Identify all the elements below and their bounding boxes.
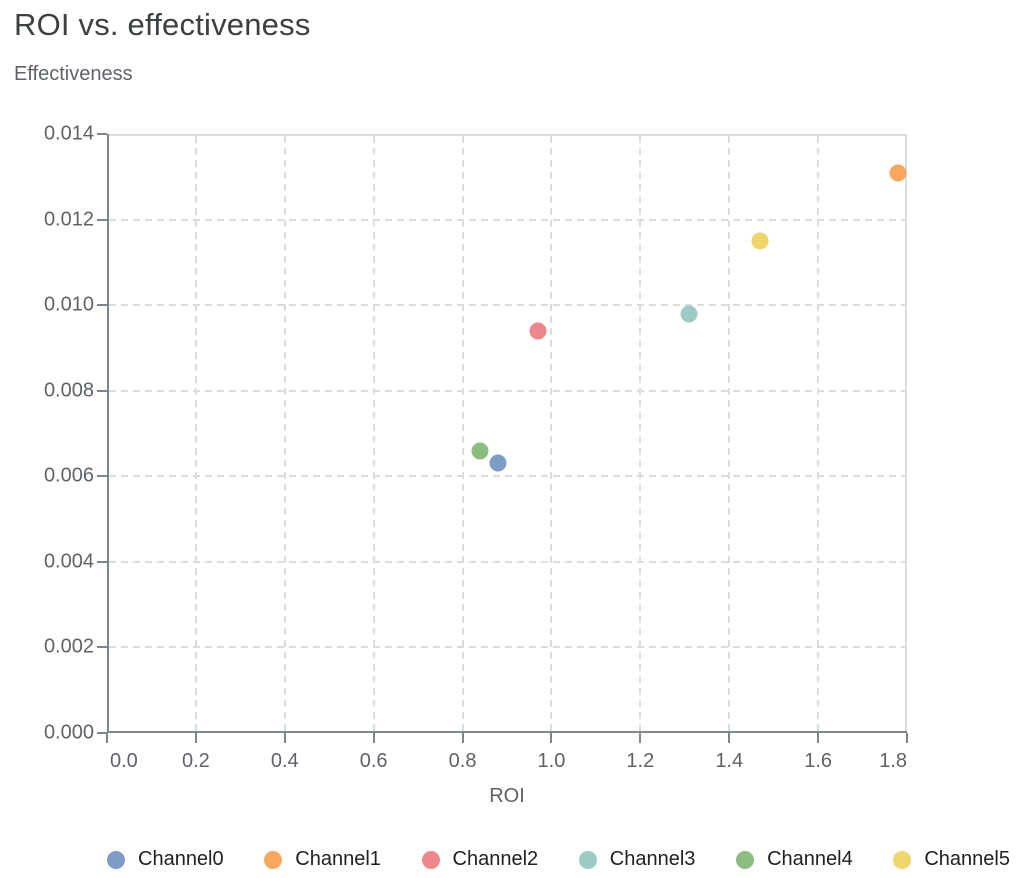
y-tick-label: 0.004 [43,550,94,573]
x-axis-tick [817,733,820,743]
y-gridline [109,560,905,563]
y-tick-label: 0.000 [43,721,94,744]
legend-swatch-icon [578,850,597,869]
y-gridline [109,218,905,221]
x-tick-label: 1.4 [715,750,744,772]
legend-swatch-icon [107,850,125,869]
x-tick-label: 1.2 [626,750,655,772]
legend-label: Channel0 [138,848,224,870]
y-axis-tick [97,304,107,307]
y-tick-label: 0.002 [43,635,94,658]
x-tick-label: 1.8 [879,750,907,772]
plot-area: ROI 0.0 0.2 0.4 0.6 0.8 1.0 1.2 1.4 1.6 1.8 0.000 0… [44,123,908,807]
x-gridline [194,136,197,731]
legend-item-channel3[interactable]: Channel3 [578,848,696,871]
legend-item-channel2[interactable]: Channel2 [421,848,539,871]
legend-item-channel1[interactable]: Channel1 [264,848,381,871]
y-gridline [109,389,905,392]
y-axis-tick [97,389,107,392]
y-gridline [109,475,905,478]
data-point-channel4[interactable] [471,442,489,460]
x-tick-label: 0.4 [270,750,299,772]
x-axis-tick [639,733,642,743]
y-axis-tick [97,475,107,478]
data-point-channel5[interactable] [751,232,769,250]
y-axis-tick [97,732,107,734]
x-axis-tick [372,733,375,743]
y-axis-tick [97,218,107,221]
legend-label: Channel4 [767,848,853,870]
x-axis-tick [194,733,197,743]
legend-swatch-icon [421,850,440,869]
x-tick-label: 0.2 [181,750,210,772]
plot-border-right [905,134,907,733]
y-axis-tick [97,133,107,135]
data-point-channel3[interactable] [680,305,698,323]
legend-item-channel5[interactable]: Channel5 [893,848,1010,871]
y-tick-label: 0.006 [43,464,94,487]
x-gridline [728,136,731,731]
x-gridline [283,136,286,731]
x-axis-tick [728,733,731,743]
x-axis-tick [106,733,108,743]
x-tick-label: 0.8 [448,750,477,772]
y-axis-tick [97,646,107,649]
legend-item-channel4[interactable]: Channel4 [736,848,853,871]
legend-label: Channel2 [452,848,539,870]
data-point-channel2[interactable] [529,322,547,340]
y-axis-tick [97,560,107,563]
legend-swatch-icon [893,850,912,869]
x-axis-line [107,731,907,733]
y-tick-label: 0.012 [43,208,94,231]
legend-swatch-icon [264,850,283,869]
data-point-channel0[interactable] [489,454,507,472]
x-tick-label: 1.0 [537,750,566,772]
x-axis-title: ROI [489,785,525,807]
y-tick-label: 0.014 [43,122,94,145]
legend: Channel0 Channel1 Channel2 Channel3 Channel4… [107,848,1010,871]
plot-border-top [107,134,907,136]
x-axis-tick [283,733,286,743]
data-point-channel1[interactable] [889,164,907,181]
y-tick-label: 0.010 [43,293,94,316]
legend-label: Channel3 [609,848,696,870]
legend-swatch-icon [736,850,755,869]
y-axis-title: Effectiveness [14,63,133,85]
x-gridline [639,136,642,731]
x-gridline [372,136,375,731]
x-axis-tick [906,733,908,743]
y-tick-label: 0.008 [43,379,94,402]
x-tick-label: 1.6 [804,750,833,772]
x-gridline [550,136,553,731]
x-gridline [817,136,820,731]
y-gridline [109,646,905,649]
legend-item-channel0[interactable]: Channel0 [107,848,224,871]
legend-label: Channel1 [295,848,381,870]
x-tick-label: 0.0 [110,750,138,772]
x-tick-label: 0.6 [359,750,388,772]
y-gridline [109,304,905,307]
x-axis-tick [461,733,464,743]
chart-title: ROI vs. effectiveness [14,7,311,42]
x-axis-tick [550,733,553,743]
y-axis-line [107,134,109,733]
legend-label: Channel5 [924,848,1010,870]
x-gridline [461,136,464,731]
